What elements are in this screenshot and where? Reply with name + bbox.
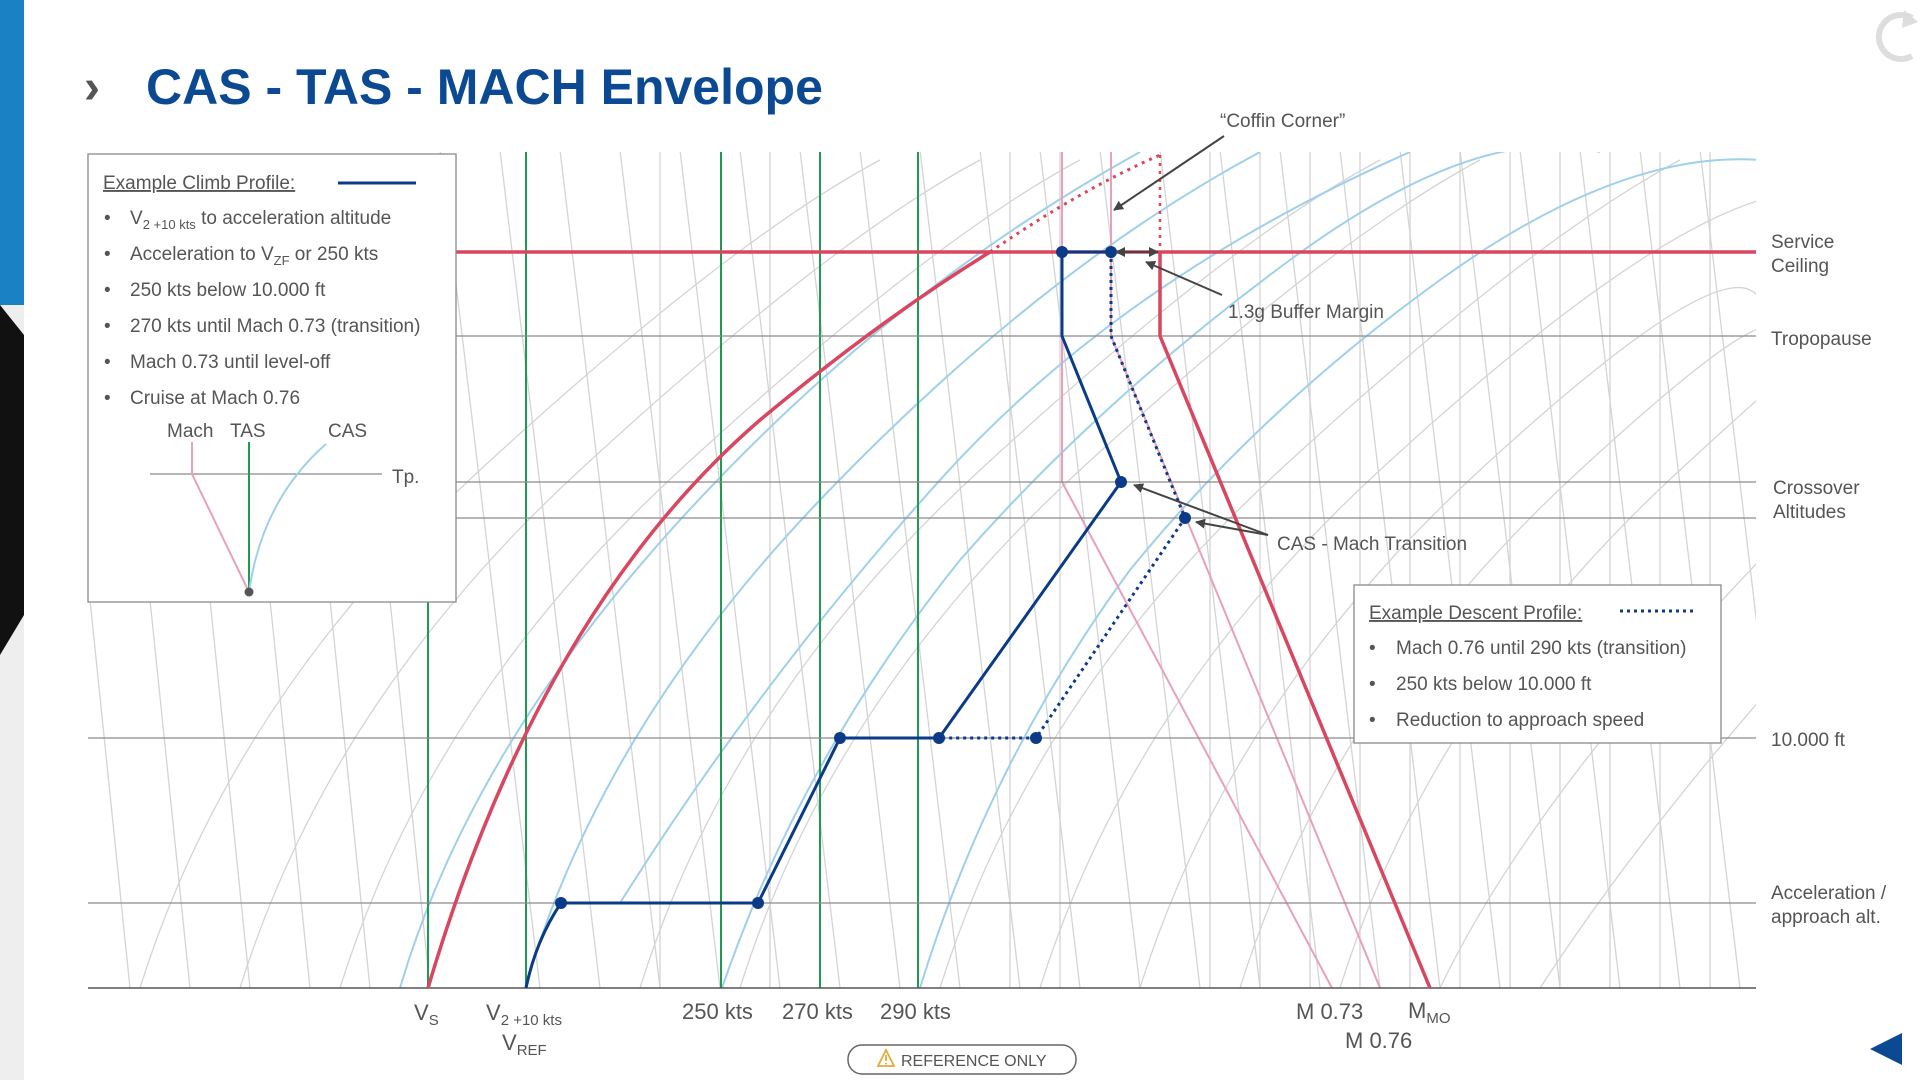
climb-legend-item: Acceleration to VZF or 250 kts (130, 244, 378, 268)
mini-cas-label: CAS (328, 421, 367, 442)
mini-mach-label: Mach (167, 421, 213, 442)
vref-label: VREF (502, 1030, 547, 1059)
buffer-margin-pointer (1145, 260, 1223, 296)
speed-labels: VS V2 +10 kts VREF 250 kts 270 kts 290 k… (414, 998, 1451, 1059)
profile-point (1115, 476, 1127, 488)
profile-point (1056, 246, 1068, 258)
climb-legend-item: Cruise at Mach 0.76 (130, 388, 300, 409)
mmo-line (1158, 335, 1432, 989)
svg-text:•: • (104, 244, 111, 265)
profile-point (752, 897, 764, 909)
refresh-icon[interactable] (1875, 10, 1918, 62)
crossover-label: Altitudes (1773, 502, 1846, 523)
tas-lines (427, 152, 919, 988)
cas-curve-290 (919, 158, 1756, 988)
cas-curve-270 (721, 152, 1600, 988)
reference-label: REFERENCE ONLY (901, 1053, 1047, 1070)
profile-point (933, 732, 945, 744)
descent-legend-item: Reduction to approach speed (1396, 710, 1644, 731)
annotation-arrows (1113, 135, 1269, 536)
left-edge-decoration (0, 0, 24, 1080)
cas-290-label: 290 kts (880, 999, 951, 1024)
climb-legend: Example Climb Profile: • V2 +10 kts to a… (87, 153, 457, 603)
climb-legend-item: 270 kts until Mach 0.73 (transition) (130, 316, 420, 337)
crossover-label: Crossover (1773, 478, 1860, 499)
buffer-margin-label: 1.3g Buffer Margin (1228, 302, 1384, 323)
descent-legend-title: Example Descent Profile: (1369, 603, 1582, 624)
cas-curve-250 (619, 152, 1411, 904)
cas-270-label: 270 kts (782, 999, 853, 1024)
climb-legend-item: V2 +10 kts to acceleration altitude (130, 208, 391, 232)
transition-arrow-1 (1133, 483, 1269, 536)
cas-curves (399, 152, 1756, 988)
warning-icon (876, 1047, 896, 1067)
ten-thousand-label: 10.000 ft (1771, 730, 1846, 751)
stall-limit-curve (426, 250, 991, 989)
cas-mach-transition-label: CAS - Mach Transition (1277, 534, 1467, 555)
profile-point (555, 897, 567, 909)
svg-text:•: • (104, 208, 111, 229)
altitude-labels: Service Ceiling Tropopause Crossover Alt… (1771, 232, 1887, 928)
mini-profile-diagram (150, 442, 382, 597)
svg-text:•: • (1369, 710, 1376, 731)
profile-point (1030, 732, 1042, 744)
cas-250-label: 250 kts (682, 999, 753, 1024)
transition-arrow-2 (1195, 518, 1269, 536)
profile-point (834, 732, 846, 744)
mini-tas-label: TAS (230, 421, 266, 442)
coffin-corner-arrow (1113, 135, 1225, 211)
coffin-corner-dotted (989, 153, 1161, 254)
mach-lines (1061, 152, 1381, 988)
v2-label: V2 +10 kts (486, 1000, 562, 1029)
mach-076-label: M 0.76 (1345, 1028, 1412, 1053)
accel-alt-label: approach alt. (1771, 907, 1881, 928)
svg-text:•: • (104, 352, 111, 373)
climb-legend-title: Example Climb Profile: (103, 173, 295, 194)
reference-badge: REFERENCE ONLY (847, 1044, 1077, 1075)
service-ceiling-label: Service (1771, 232, 1834, 253)
svg-text:•: • (104, 316, 111, 337)
profile-point (1105, 246, 1117, 258)
coffin-corner-label: “Coffin Corner” (1220, 111, 1345, 132)
svg-text:•: • (1369, 638, 1376, 659)
svg-text:•: • (104, 280, 111, 301)
profile-points (555, 246, 1191, 909)
service-ceiling-label: Ceiling (1771, 256, 1829, 277)
vs-label: VS (414, 1000, 439, 1029)
mmo-label: MMO (1408, 998, 1451, 1027)
mach-073-label: M 0.73 (1296, 999, 1363, 1024)
climb-legend-item: Mach 0.73 until level-off (130, 352, 331, 373)
svg-text:•: • (104, 388, 111, 409)
descent-legend-item: Mach 0.76 until 290 kts (transition) (1396, 638, 1686, 659)
page-title: CAS - TAS - MACH Envelope (146, 59, 823, 115)
back-triangle-icon[interactable] (1870, 1033, 1902, 1065)
svg-text:•: • (1369, 674, 1376, 695)
mini-tp-label: Tp. (392, 467, 419, 488)
climb-profile (524, 250, 1123, 989)
climb-legend-item: 250 kts below 10.000 ft (130, 280, 326, 301)
title-chevron-icon: › (84, 61, 100, 114)
tropopause-label: Tropopause (1771, 329, 1872, 350)
accel-alt-label: Acceleration / (1771, 883, 1887, 904)
envelope-limits (426, 153, 1756, 989)
cas-curve-extra (399, 152, 1141, 988)
descent-legend: Example Descent Profile: • Mach 0.76 unt… (1353, 584, 1722, 744)
descent-legend-item: 250 kts below 10.000 ft (1396, 674, 1592, 695)
profile-point (1179, 512, 1191, 524)
